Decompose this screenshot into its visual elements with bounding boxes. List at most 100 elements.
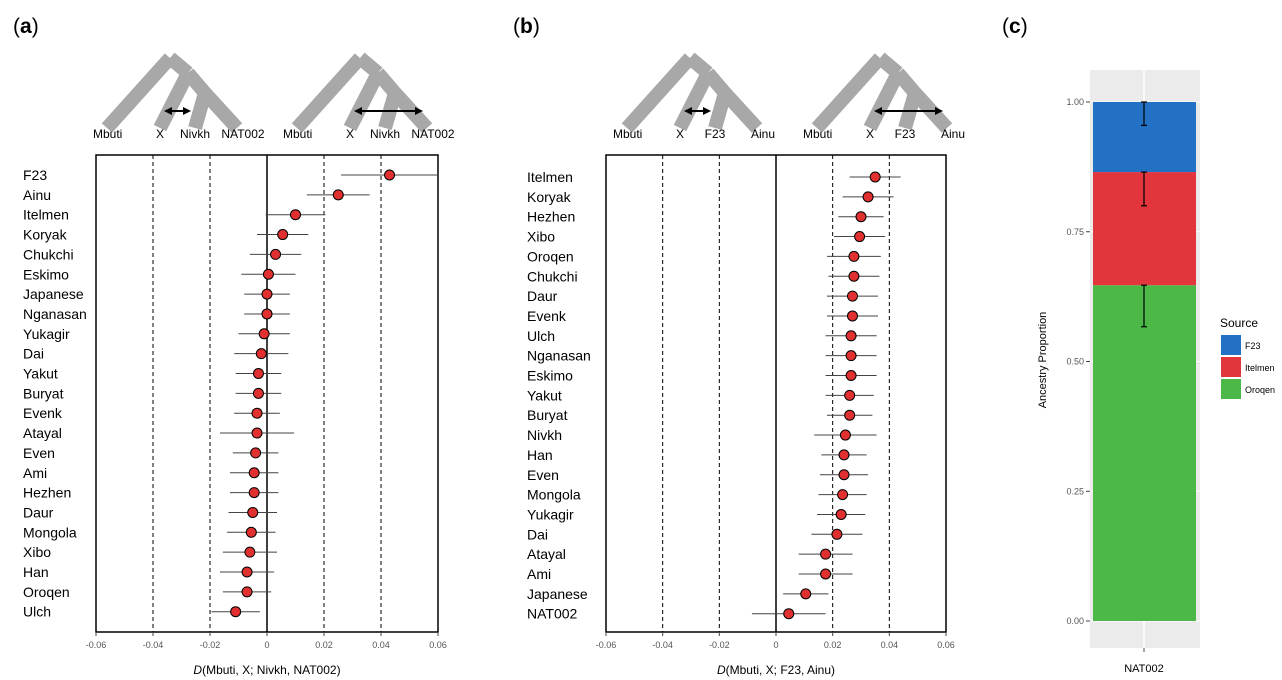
population-label: Mongola xyxy=(527,487,581,503)
data-point xyxy=(248,467,260,479)
tree-branch-x xyxy=(343,69,385,132)
arrow-head-left xyxy=(874,107,882,115)
data-point xyxy=(839,429,851,441)
tree-branch-4 xyxy=(199,88,243,133)
x-tick-label: -0.06 xyxy=(596,640,617,650)
population-label: Itelmen xyxy=(23,207,69,223)
bar-segment-oroqen xyxy=(1093,285,1196,621)
data-point xyxy=(241,566,253,578)
tree-branch-outgroup xyxy=(621,53,696,133)
tree-tip-label: Nivkh xyxy=(180,127,210,141)
tree-tip-label: X xyxy=(346,127,354,141)
population-label: Nivkh xyxy=(527,427,562,443)
data-point xyxy=(844,409,856,421)
tree-branch-outgroup xyxy=(811,53,886,133)
population-label: Atayal xyxy=(23,425,62,441)
data-point xyxy=(247,506,259,518)
tree-tip-label: F23 xyxy=(705,127,726,141)
population-label: Atayal xyxy=(527,546,566,562)
population-label: Yukagir xyxy=(527,506,574,522)
x-tick-label: -0.06 xyxy=(86,640,107,650)
data-point xyxy=(261,308,273,320)
population-label: Daur xyxy=(527,288,558,304)
population-label: NAT002 xyxy=(527,606,578,622)
population-label: Evenk xyxy=(527,308,567,324)
tree-tip-label: X xyxy=(866,127,874,141)
panel-a-dstat-plot: -0.06 -0.04 -0.02 0 0.02 0.04 0.06 F23 Ainu Itelm… xyxy=(23,154,447,677)
data-point xyxy=(854,231,866,243)
data-point xyxy=(848,250,860,262)
population-label: Nganasan xyxy=(527,348,591,364)
data-point xyxy=(244,546,256,558)
tree-branch-4 xyxy=(719,88,763,133)
y-axis-title: Ancestry Proportion xyxy=(1037,312,1049,409)
data-point xyxy=(252,368,264,379)
panel-label-c: (c) xyxy=(1002,15,1028,38)
population-label: Even xyxy=(527,467,559,483)
population-label: Han xyxy=(23,564,49,580)
data-point xyxy=(800,588,812,600)
tree-tip-label: Ainu xyxy=(751,127,775,141)
tree-branch-internal xyxy=(875,52,903,79)
data-point xyxy=(845,370,857,381)
y-tick-label: 1.00 xyxy=(1066,97,1084,107)
population-label: Buryat xyxy=(23,385,64,401)
x-tick-label: -0.04 xyxy=(143,640,164,650)
x-tick-label: 0.06 xyxy=(937,640,955,650)
data-point xyxy=(245,526,257,538)
y-tick-label: 0.00 xyxy=(1066,616,1084,626)
population-label: Eskimo xyxy=(23,266,69,282)
population-label: Ulch xyxy=(23,604,51,620)
data-point xyxy=(262,268,274,280)
tree-branch-internal-2 xyxy=(892,68,921,98)
panel-label-b: (b) xyxy=(513,15,540,38)
data-point xyxy=(783,608,795,620)
arrow-head-right xyxy=(415,107,423,115)
population-label: Nganasan xyxy=(23,306,87,322)
legend-title: Source xyxy=(1220,316,1258,330)
tree-branch-internal-2 xyxy=(182,68,211,98)
data-point xyxy=(332,189,344,201)
data-point xyxy=(844,389,856,401)
population-label: Koryak xyxy=(527,189,572,205)
population-label: F23 xyxy=(23,167,47,183)
data-point xyxy=(847,310,858,322)
tree-tip-label: Mbuti xyxy=(803,127,832,141)
data-point xyxy=(845,350,857,362)
legend-label: Oroqen xyxy=(1245,385,1275,395)
tree-branch-outgroup xyxy=(291,53,366,133)
tree-diagrams: Mbuti X Nivkh NAT002 Mbuti X Nivkh NAT002 Mbuti X… xyxy=(93,52,965,141)
data-point xyxy=(820,568,832,580)
data-point xyxy=(838,449,850,461)
panel-label-a: (a) xyxy=(13,15,39,38)
population-label: Yakut xyxy=(527,387,562,403)
legend-label: F23 xyxy=(1245,341,1261,351)
x-tick-label: 0.04 xyxy=(881,640,899,650)
tree-tip-label: F23 xyxy=(895,127,916,141)
population-label: Hezhen xyxy=(23,485,71,501)
population-label: Oroqen xyxy=(23,584,70,600)
x-tick-label: -0.02 xyxy=(709,640,730,650)
population-label: Xibo xyxy=(527,229,555,245)
panel-b-dstat-plot: -0.06 -0.04 -0.02 0 0.02 0.04 0.06 Itelmen Korya… xyxy=(527,154,955,677)
x-tick-label: 0.06 xyxy=(429,640,447,650)
tree-branch-internal xyxy=(355,52,383,79)
population-label: Ami xyxy=(527,566,551,582)
population-label: Mongola xyxy=(23,524,77,540)
arrow-head-right xyxy=(935,107,943,115)
tree-branch-internal-2 xyxy=(372,68,401,98)
tree-tip-label: X xyxy=(156,127,164,141)
x-axis-title: D(Mbuti, X; Nivkh, NAT002) xyxy=(193,663,340,677)
data-point xyxy=(258,328,270,340)
population-label: Evenk xyxy=(23,405,63,421)
data-point xyxy=(384,169,396,181)
tree-a-left: Mbuti X Nivkh NAT002 xyxy=(93,52,265,141)
data-point xyxy=(252,387,264,399)
population-label: Dai xyxy=(23,346,44,362)
population-label: Koryak xyxy=(23,227,68,243)
population-label: Xibo xyxy=(23,544,51,560)
population-label: Itelmen xyxy=(527,169,573,185)
population-label: Buryat xyxy=(527,407,568,423)
tree-tip-label: Nivkh xyxy=(370,127,400,141)
